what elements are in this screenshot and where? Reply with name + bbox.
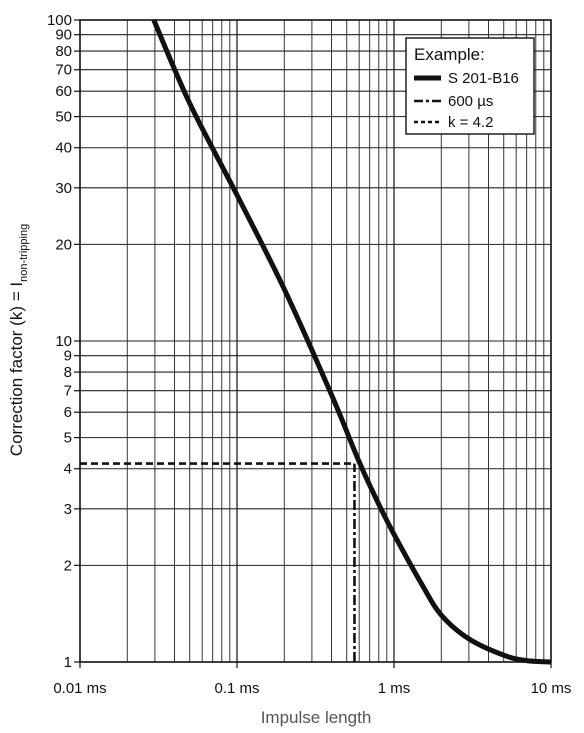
legend: Example: S 201-B16 600 µs k = 4.2 — [405, 37, 535, 135]
legend-label-s201: S 201-B16 — [448, 70, 519, 87]
reference-lines — [80, 462, 356, 662]
y-axis-title: Correction factor (k) = Inon-tripping — [7, 224, 30, 456]
y-tick-label: 3 — [64, 501, 72, 518]
legend-title: Example: — [414, 45, 485, 64]
y-tick-label: 40 — [55, 140, 72, 157]
y-tick-label: 1 — [64, 654, 72, 671]
series-line-s201-b16 — [151, 19, 552, 665]
legend-label-600us: 600 µs — [448, 93, 493, 110]
y-tick-label: 20 — [55, 236, 72, 253]
y-tick-label: 50 — [55, 109, 72, 126]
x-tick-label: 0.01 ms — [53, 680, 106, 697]
x-tick-label: 1 ms — [378, 680, 411, 697]
y-tick-label: 60 — [55, 83, 72, 100]
y-tick-label: 10 — [55, 333, 72, 350]
y-tick-label: 6 — [64, 404, 72, 421]
y-tick-label: 100 — [47, 12, 72, 29]
y-tick-label: 4 — [64, 461, 72, 478]
x-tick-labels: 0.01 ms 0.1 ms 1 ms 10 ms — [53, 662, 571, 697]
y-axis-title-main: Correction factor (k) = I — [7, 282, 26, 456]
y-tick-label: 80 — [55, 43, 72, 60]
y-tick-label: 7 — [64, 383, 72, 400]
y-tick-label: 90 — [55, 27, 72, 44]
y-tick-label: 9 — [64, 348, 72, 365]
y-tick-label: 5 — [64, 430, 72, 447]
y-tick-label: 30 — [55, 180, 72, 197]
legend-box — [405, 37, 535, 135]
legend-label-k42: k = 4.2 — [448, 114, 493, 131]
x-axis-title: Impulse length — [261, 708, 372, 727]
x-tick-label: 10 ms — [531, 680, 572, 697]
y-tick-label: 8 — [64, 364, 72, 381]
y-tick-label: 70 — [55, 62, 72, 79]
y-tick-label: 2 — [64, 557, 72, 574]
y-axis-title-subscript: non-tripping — [18, 224, 30, 282]
x-tick-label: 0.1 ms — [214, 680, 259, 697]
series-lines — [151, 19, 552, 665]
